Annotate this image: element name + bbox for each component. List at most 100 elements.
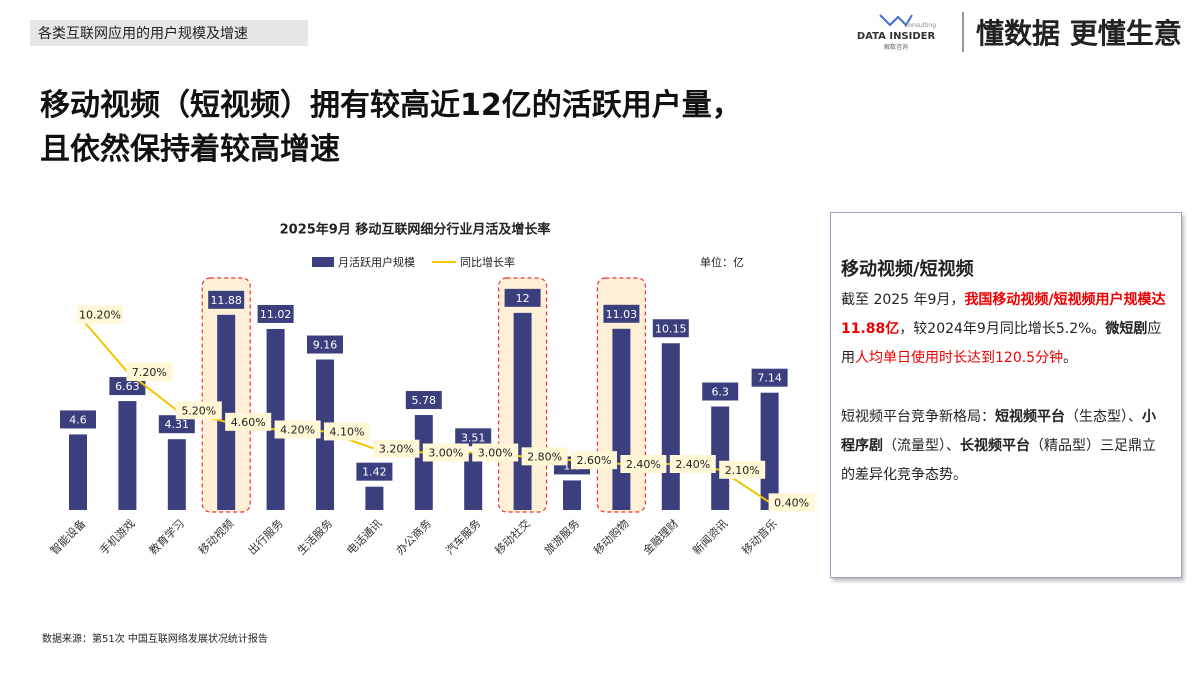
value-label: 4.10% bbox=[330, 425, 365, 438]
value-label-bg bbox=[455, 428, 492, 447]
text: 微短剧 bbox=[1105, 321, 1148, 337]
bar bbox=[365, 486, 384, 510]
value-label: 12 bbox=[516, 292, 530, 305]
value-label: 4.31 bbox=[165, 418, 190, 431]
text-panel: 移动视频/短视频 截至 2025 年9月，我国移动视频/短视频用户规模达11.8… bbox=[830, 212, 1182, 578]
x-tick-label: 电话通讯 bbox=[344, 517, 384, 557]
text: （流量型）、 bbox=[883, 438, 960, 454]
text: 。 bbox=[1063, 350, 1078, 366]
value-label-bg bbox=[109, 377, 146, 396]
value-label-bg bbox=[158, 415, 195, 434]
value-label-bg bbox=[702, 382, 739, 401]
bar bbox=[266, 328, 285, 510]
value-label: 0.40% bbox=[774, 496, 809, 509]
value-label-bg bbox=[274, 420, 321, 439]
value-label: 4.60% bbox=[231, 416, 266, 429]
panel-paragraph: 短视频平台竞争新格局：短视频平台（生态型）、小程序剧（流量型）、长视频平台（精品… bbox=[841, 403, 1167, 490]
value-label: 3.00% bbox=[478, 447, 513, 460]
value-label: 3.51 bbox=[461, 431, 486, 444]
x-tick-label: 移动购物 bbox=[591, 516, 632, 557]
value-label: 9.16 bbox=[313, 339, 338, 352]
bar bbox=[563, 480, 581, 510]
x-tick-label: 旅游服务 bbox=[541, 516, 582, 557]
logo-cn: 解数咨询 bbox=[883, 44, 908, 51]
text: 短视频平台 bbox=[995, 409, 1065, 425]
value-label-bg bbox=[257, 304, 294, 323]
legend-label: 同比增长率 bbox=[460, 255, 515, 269]
x-tick-label: 移动视频 bbox=[195, 516, 236, 557]
slogan: 懂数据 更懂生意 bbox=[962, 12, 1182, 52]
value-label-bg bbox=[356, 462, 393, 481]
x-tick-label: 移动社交 bbox=[492, 516, 533, 557]
value-label-bg bbox=[521, 447, 568, 466]
value-label: 2.40% bbox=[675, 458, 710, 471]
bar bbox=[118, 401, 137, 510]
x-tick-label: 汽车服务 bbox=[442, 516, 483, 557]
x-tick-label: 移动音乐 bbox=[739, 516, 780, 557]
headline-line: 且依然保持着较高增速 bbox=[40, 132, 340, 167]
x-tick-label: 智能设备 bbox=[47, 516, 88, 557]
value-label-bg bbox=[751, 368, 788, 387]
chart-title: 2025年9月 移动互联网细分行业月活及增长率 bbox=[280, 222, 551, 238]
logo-text: DATA INSIDER bbox=[856, 31, 936, 42]
panel-paragraph: 截至 2025 年9月，我国移动视频/短视频用户规模达11.88亿，较2024年… bbox=[841, 286, 1167, 373]
text: 长视频平台 bbox=[960, 438, 1030, 454]
value-label-bg bbox=[504, 288, 541, 307]
value-label-bg bbox=[652, 319, 689, 338]
value-label-bg bbox=[472, 443, 519, 462]
value-label: 3.20% bbox=[379, 443, 414, 456]
bar bbox=[69, 434, 87, 510]
value-label: 3.00% bbox=[428, 447, 463, 460]
bar bbox=[711, 406, 730, 510]
bar bbox=[217, 314, 236, 510]
legend-swatch bbox=[312, 257, 334, 267]
bar bbox=[661, 343, 680, 510]
value-label-bg bbox=[60, 410, 96, 429]
logo-icon bbox=[879, 14, 913, 27]
value-label-bg bbox=[422, 443, 469, 462]
value-label-bg bbox=[768, 493, 815, 512]
unit-label: 单位：亿 bbox=[700, 255, 744, 269]
logo: DATA INSIDER Consulting 解数咨询 bbox=[856, 12, 936, 51]
value-label-bg bbox=[77, 305, 123, 324]
value-label: 11.03 bbox=[606, 308, 638, 321]
value-label-bg bbox=[603, 304, 640, 323]
value-label-bg bbox=[324, 422, 370, 441]
value-label-bg bbox=[208, 290, 245, 309]
text: 应用 bbox=[841, 321, 1162, 366]
value-label: 6.63 bbox=[115, 380, 140, 393]
text: 小程序剧 bbox=[841, 409, 1156, 454]
legend-label: 月活跃用户规模 bbox=[338, 255, 415, 269]
x-tick-label: 教育学习 bbox=[146, 516, 187, 557]
value-label: 2.10% bbox=[725, 464, 760, 477]
value-label: 6.3 bbox=[711, 386, 729, 399]
value-label: 5.20% bbox=[181, 404, 216, 417]
text: ，较2024年9月同比增长5.2%。 bbox=[899, 321, 1106, 337]
value-label: 2.40% bbox=[626, 458, 661, 471]
value-label-bg bbox=[307, 335, 343, 354]
value-label: 10.15 bbox=[655, 322, 687, 335]
x-tick-label: 出行服务 bbox=[245, 516, 286, 557]
value-label-bg bbox=[175, 401, 222, 420]
value-label-bg bbox=[225, 412, 272, 431]
value-label-bg bbox=[405, 391, 442, 410]
section-label: 各类互联网应用的用户规模及增速 bbox=[30, 20, 308, 46]
value-label: 7.20% bbox=[132, 366, 167, 379]
value-label-bg bbox=[126, 363, 173, 381]
x-tick-label: 办公商务 bbox=[393, 516, 434, 557]
value-label-bg bbox=[571, 451, 617, 470]
text: 人均单日使用时长达到120.5分钟 bbox=[855, 350, 1064, 366]
value-label: 10.20% bbox=[79, 309, 121, 322]
x-tick-label: 生活服务 bbox=[294, 516, 335, 557]
value-label: 5.78 bbox=[412, 394, 437, 407]
value-label: 11.02 bbox=[260, 308, 292, 321]
headline-line: 移动视频（短视频）拥有较高近12亿的活跃用户量， bbox=[40, 88, 742, 123]
value-label-bg bbox=[719, 460, 766, 479]
value-label: 4.20% bbox=[280, 424, 315, 437]
value-label-bg bbox=[620, 455, 667, 473]
value-label: 2.80% bbox=[527, 450, 562, 463]
x-tick-label: 手机游戏 bbox=[97, 516, 138, 557]
text: （生态型）、 bbox=[1065, 409, 1142, 425]
